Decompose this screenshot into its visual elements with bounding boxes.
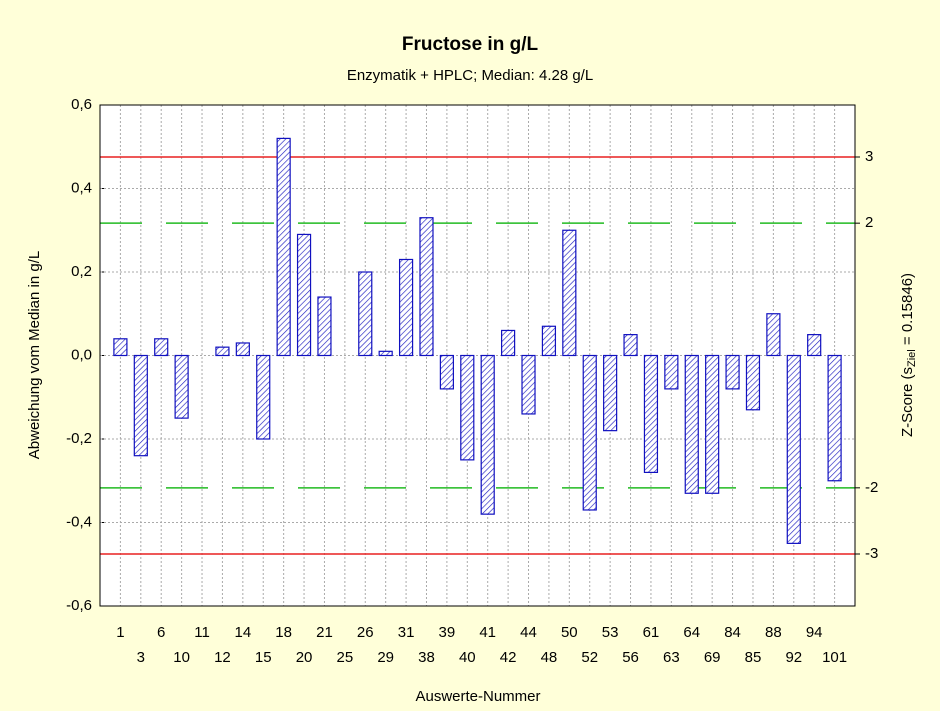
- y-tick-label: 0,2: [71, 263, 92, 280]
- chart-title: Fructose in g/L: [402, 34, 539, 55]
- bar: [296, 233, 312, 357]
- bar: [235, 342, 250, 357]
- x-tick-label: 10: [173, 649, 190, 666]
- x-tick-label: 63: [663, 649, 680, 666]
- chart-subtitle: Enzymatik + HPLC; Median: 4.28 g/L: [347, 67, 593, 84]
- bar: [154, 338, 169, 357]
- x-tick-label: 52: [581, 649, 598, 666]
- bar: [460, 354, 475, 461]
- x-tick-label: 11: [194, 624, 210, 641]
- x-tick-label: 84: [724, 624, 741, 641]
- bar: [317, 296, 332, 357]
- bar: [807, 334, 822, 357]
- y-tick-label: 0,6: [71, 96, 92, 113]
- bar: [378, 350, 393, 357]
- x-tick-label: 6: [157, 624, 165, 641]
- y2-axis-label: Z-Score (sZiel = 0.15846): [899, 273, 918, 437]
- bar: [439, 354, 454, 390]
- x-tick-label: 101: [822, 649, 847, 666]
- x-tick-label: 38: [418, 649, 435, 666]
- y2-tick-label: 3: [865, 148, 873, 165]
- x-tick-label: 3: [137, 649, 145, 666]
- x-tick-label: 14: [234, 624, 251, 641]
- x-tick-label: 29: [377, 649, 394, 666]
- x-tick-label: 94: [806, 624, 823, 641]
- x-tick-label: 64: [683, 624, 700, 641]
- y2-tick-label: -2: [865, 479, 878, 496]
- bar: [786, 354, 801, 544]
- bar: [133, 354, 148, 457]
- bar: [541, 325, 557, 357]
- bar: [358, 271, 373, 357]
- y-tick-label: -0,4: [66, 513, 92, 530]
- bar: [623, 334, 638, 357]
- bar: [174, 354, 189, 419]
- bar: [766, 313, 781, 357]
- x-tick-label: 20: [296, 649, 313, 666]
- bar: [827, 354, 842, 482]
- x-tick-label: 69: [704, 649, 721, 666]
- x-tick-label: 92: [785, 649, 802, 666]
- y2-label-part: Z-Score (s: [899, 367, 916, 437]
- x-tick-label: 18: [275, 624, 292, 641]
- x-tick-label: 40: [459, 649, 476, 666]
- x-tick-label: 85: [745, 649, 762, 666]
- x-tick-label: 44: [520, 624, 537, 641]
- x-axis-label: Auswerte-Nummer: [415, 688, 540, 705]
- y2-tick-label: 2: [865, 214, 873, 231]
- bar: [215, 346, 230, 357]
- x-tick-label: 15: [255, 649, 272, 666]
- bar: [603, 354, 618, 432]
- bar: [419, 217, 434, 357]
- bar: [643, 354, 659, 474]
- x-tick-label: 88: [765, 624, 782, 641]
- x-tick-label: 56: [622, 649, 639, 666]
- y-tick-label: -0,6: [66, 597, 92, 614]
- bar: [562, 229, 577, 357]
- y2-label-part: = 0.15846): [899, 273, 916, 349]
- x-tick-label: 39: [439, 624, 456, 641]
- y-tick-label: -0,2: [66, 430, 92, 447]
- bar: [276, 137, 291, 357]
- bar: [664, 354, 679, 390]
- x-tick-label: 48: [541, 649, 558, 666]
- bar: [256, 354, 271, 440]
- x-tick-label: 53: [602, 624, 619, 641]
- bar: [521, 354, 536, 415]
- bar: [582, 354, 597, 511]
- x-tick-label: 1: [116, 624, 124, 641]
- x-tick-label: 21: [316, 624, 333, 641]
- plot-frame: [99, 104, 856, 607]
- x-tick-label: 42: [500, 649, 517, 666]
- y-tick-label: 0,0: [71, 346, 92, 363]
- y2-tick-label: -3: [865, 545, 878, 562]
- bar: [705, 354, 720, 494]
- x-tick-label: 41: [479, 624, 496, 641]
- bar: [684, 354, 699, 494]
- x-tick-label: 61: [643, 624, 660, 641]
- bar: [480, 354, 495, 515]
- bar: [745, 354, 761, 411]
- x-tick-label: 12: [214, 649, 231, 666]
- x-tick-label: 50: [561, 624, 578, 641]
- bar: [501, 329, 516, 357]
- bar: [398, 258, 414, 357]
- y-tick-label: 0,4: [71, 179, 92, 196]
- bar: [725, 354, 740, 390]
- x-tick-label: 31: [398, 624, 415, 641]
- bar: [113, 338, 128, 357]
- y2-label-sub: Ziel: [906, 349, 918, 367]
- x-tick-label: 26: [357, 624, 374, 641]
- x-tick-label: 25: [337, 649, 354, 666]
- y-axis-label: Abweichung vom Median in g/L: [26, 251, 43, 459]
